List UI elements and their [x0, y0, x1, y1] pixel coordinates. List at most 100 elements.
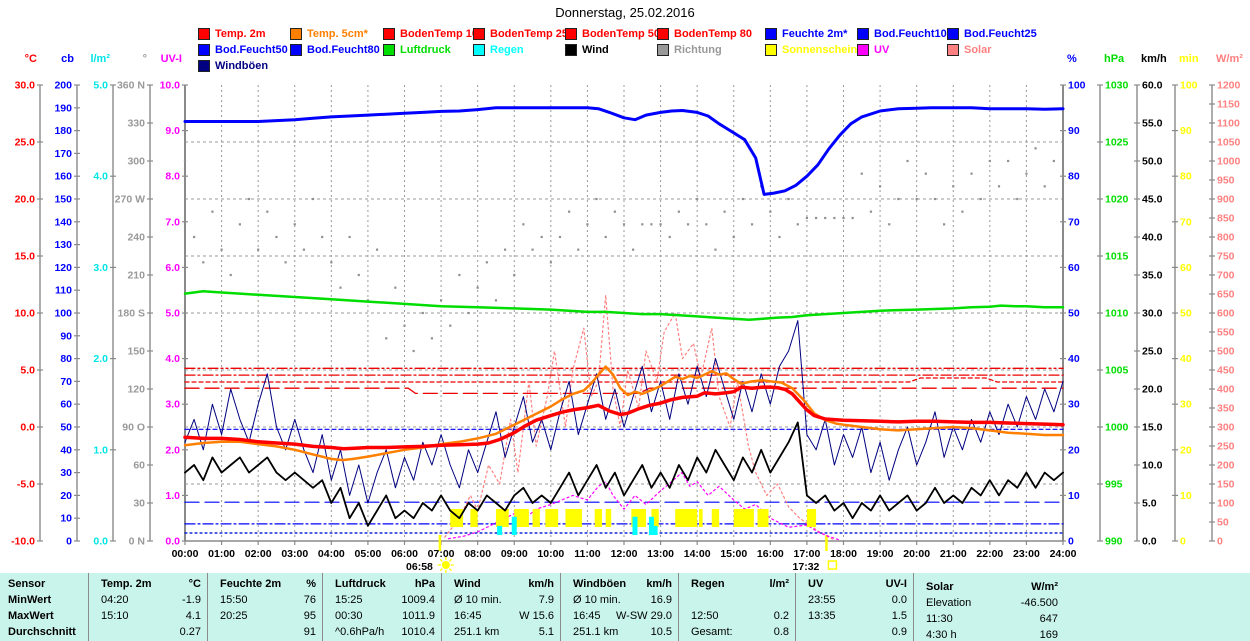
sunshine-bar — [470, 509, 478, 527]
legend-swatch — [198, 59, 210, 72]
axis-label: 50.0 — [1142, 156, 1163, 168]
scatter-dot — [659, 223, 662, 226]
table-cell-max: 15:10 4.1 — [89, 608, 207, 624]
table-cell-value: 95 — [303, 610, 316, 622]
axis-label: 80 — [60, 353, 72, 365]
axis-label: 1010 — [1105, 308, 1129, 320]
scatter-dot — [833, 216, 836, 220]
legend-item-bod-feucht10: Bod.Feucht10 — [857, 27, 947, 40]
axis-label: 1025 — [1105, 137, 1129, 149]
legend-label: Windböen — [215, 59, 269, 72]
table-cell-value: W-SW 29.0 — [615, 610, 672, 622]
sunrise-icon-ray — [439, 568, 443, 572]
scatter-dot — [385, 337, 388, 340]
scatter-dot — [357, 273, 360, 277]
sunshine-bar — [733, 509, 754, 527]
sunrise-icon-ray — [439, 558, 443, 562]
table-cell-value: -46.500 — [1020, 597, 1058, 609]
table-col-header: Windböen km/h — [561, 576, 678, 592]
scatter-dot — [897, 197, 900, 201]
axis-°: ° 360 N 330 300 270 W 240 210 180 S 150 120 90 O 60… — [115, 53, 153, 548]
table-cell-value: 0.9 — [891, 626, 907, 638]
legend-item-bodentemp-50: BodenTemp 50 — [565, 27, 660, 40]
axis-label: 30 — [60, 467, 72, 479]
table-cell-min: Ø 10 min. 7.9 — [442, 592, 560, 608]
table-cell-time: 13:35 — [808, 610, 836, 622]
scatter-dot — [677, 210, 680, 213]
axis-label: 5.0 — [165, 308, 180, 320]
axis-label: 1000 — [1217, 156, 1241, 168]
table-col-unit: l/m² — [769, 578, 789, 590]
scatter-dot — [924, 172, 927, 175]
axis-label: 20.0 — [1142, 384, 1163, 396]
scatter-dot — [842, 216, 845, 220]
axis-label: 120 — [127, 384, 145, 396]
legend-label: Bod.Feucht25 — [964, 27, 1037, 40]
scatter-dot — [906, 159, 909, 163]
x-axis-label: 08:00 — [464, 548, 491, 560]
scatter-dot — [321, 235, 324, 239]
axis-label: 20 — [1180, 444, 1192, 456]
legend-swatch — [947, 43, 959, 56]
table-col-feuchte-2m: Feuchte 2m% 15:50 76 20:25 95 91 — [207, 573, 322, 641]
legend-label: BodenTemp 50 — [582, 27, 661, 40]
axis-label: 550 — [1217, 327, 1235, 339]
table-cell-value: 76 — [303, 594, 316, 606]
scatter-dot — [348, 235, 351, 239]
axis-label: 850 — [1217, 213, 1235, 225]
axis-label: 990 — [1105, 536, 1123, 548]
series-sonnenschein — [450, 509, 817, 527]
table-cell-value: 91 — [303, 626, 316, 638]
sunrise-axis-mark — [438, 535, 442, 551]
legend-swatch — [565, 27, 577, 40]
x-axis-label: 20:00 — [903, 548, 930, 560]
legend-label: Regen — [490, 43, 524, 56]
axis-label: 90 O — [122, 422, 145, 434]
axis-cb: cb20019018017016015014013012011010090807… — [54, 53, 80, 548]
legend-swatch — [473, 27, 485, 40]
table-cell-min: Elevation -46.500 — [914, 595, 1064, 611]
x-axis-label: 03:00 — [281, 548, 308, 560]
legend-swatch — [473, 43, 485, 56]
axis-label: 0.0 — [20, 422, 35, 434]
table-cell-min: 04:20 -1.9 — [89, 592, 207, 608]
axis-label: 15.0 — [15, 251, 36, 263]
table-cell-value: 0.0 — [891, 594, 907, 606]
table-cell-time: 00:30 — [335, 610, 363, 622]
axis-label: 1100 — [1217, 118, 1240, 130]
axis-label: 150 — [1217, 479, 1235, 491]
scatter-dot — [933, 197, 937, 201]
legend-item-bod-feucht25: Bod.Feucht25 — [947, 27, 1037, 40]
scatter-dot — [394, 286, 397, 289]
table-cell-avg: 251.1 km 10.5 — [561, 624, 678, 640]
sunrise-label: 06:58 — [406, 561, 433, 573]
legend-item-bodentemp-10: BodenTemp 10 — [383, 27, 478, 40]
scatter-dot — [878, 185, 882, 188]
table-row-label: MaxWert — [8, 610, 54, 622]
legend-label: Temp. 2m — [215, 27, 266, 40]
axis-label: 200 — [1217, 460, 1235, 472]
series-luftdruck — [183, 290, 1065, 322]
table-col-regen: Regen l/m² 12:50 0.2 Gesamt: 0.8 — [678, 573, 795, 641]
axis-label: 750 — [1217, 251, 1235, 263]
axis-label: 350 — [1217, 403, 1235, 415]
x-axis-label: 21:00 — [940, 548, 967, 560]
scatter-dot — [696, 197, 699, 201]
series-path — [183, 385, 1065, 451]
table-col-header: Temp. 2m °C — [89, 576, 207, 592]
legend-item-temp-2m: Temp. 2m — [198, 27, 266, 40]
scatter-dot — [467, 311, 470, 315]
axis-hPa: hPa 1030 1025 1020 1015 1010 1005 1000 995 990 — [1097, 53, 1129, 548]
table-cell-time: 23:55 — [808, 594, 836, 606]
sun-annotations: 06:58 17:32 — [406, 535, 838, 573]
series-solar — [444, 294, 834, 540]
axis-label: 1200 — [1217, 80, 1241, 92]
sunshine-bar — [651, 509, 659, 527]
axis-label: 40.0 — [1142, 232, 1163, 244]
table-cell-avg: 251.1 km 5.1 — [442, 624, 560, 640]
axis-label: 60.0 — [1142, 80, 1163, 92]
legend-label: BodenTemp 80 — [674, 27, 753, 40]
axis-label: 40 — [1068, 353, 1080, 365]
scatter-dot — [1016, 197, 1019, 201]
legend: Temp. 2m Temp. 5cm* BodenTemp 10 BodenTemp … — [0, 0, 1250, 75]
